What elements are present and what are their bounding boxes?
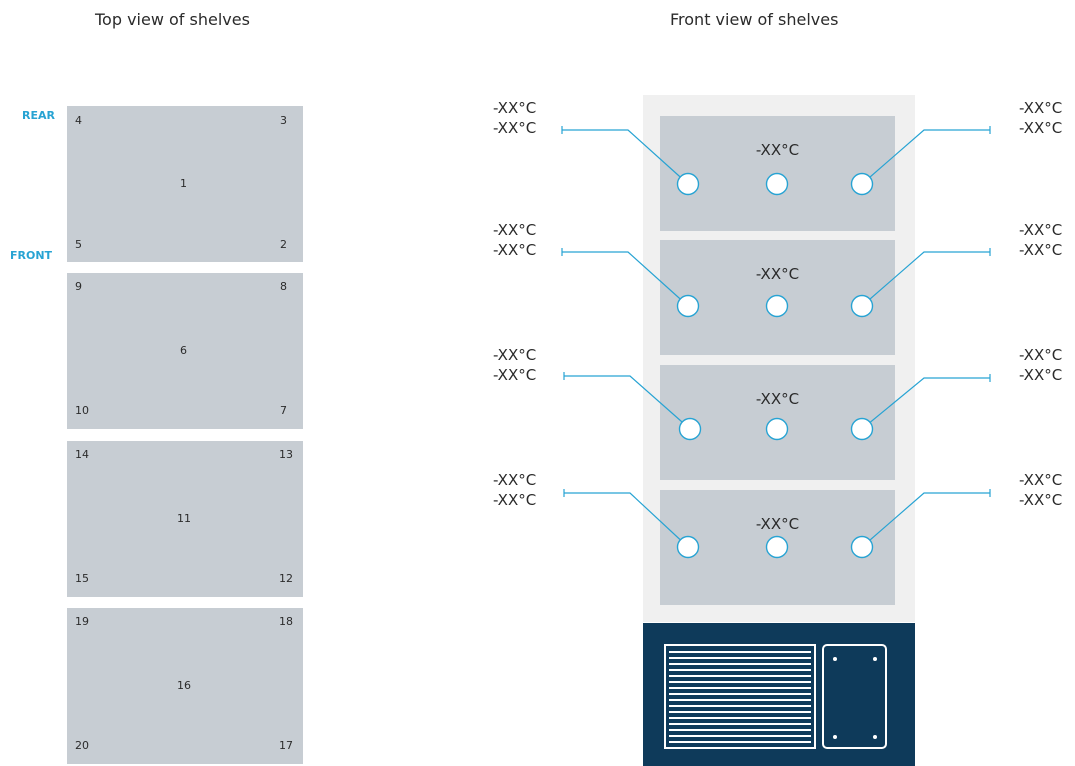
position-number: 11 [177,512,191,525]
front-view-title: Front view of shelves [670,10,839,29]
temp-reading: -XX°C [493,346,537,364]
position-number: 5 [75,238,82,251]
position-number: 4 [75,114,82,127]
position-number: 19 [75,615,89,628]
vent-grille [664,644,816,749]
top-shelf-1: 4 3 1 5 2 [67,106,303,262]
sensor-circle [676,172,700,196]
position-number: 17 [279,739,293,752]
rear-label: REAR [22,109,55,122]
right-temp-label: -XX°C -XX°C [1019,220,1062,260]
leader-line [564,375,691,430]
shelf-center-temp: -XX°C [755,515,800,533]
left-temp-label: -XX°C -XX°C [493,98,536,138]
left-temp-label: -XX°C -XX°C [493,345,536,385]
top-view-title: Top view of shelves [95,10,250,29]
position-number: 3 [280,114,287,127]
position-number: 8 [280,280,287,293]
position-number: 14 [75,448,89,461]
sensor-circle [765,417,789,441]
screw-icon [833,657,837,661]
temp-reading: -XX°C [1019,119,1063,137]
sensor-circle [765,172,789,196]
sensor-circle [850,417,874,441]
sensor-circle [676,535,700,559]
sensor-circle [850,535,874,559]
position-number: 12 [279,572,293,585]
position-number: 1 [180,177,187,190]
shelf-1-sensors [561,126,991,196]
sensor-circle [850,172,874,196]
sensor-circle [765,294,789,318]
shelf-2-sensors [561,248,991,318]
leader-line [562,251,689,307]
sensor-circle [678,417,702,441]
temp-reading: -XX°C [493,99,537,117]
position-number: 2 [280,238,287,251]
temp-reading: -XX°C [1019,221,1063,239]
temp-reading: -XX°C [1019,99,1063,117]
sensor-circle [676,294,700,318]
position-number: 9 [75,280,82,293]
top-shelf-3: 14 13 11 15 12 [67,441,303,597]
right-temp-label: -XX°C -XX°C [1019,98,1062,138]
sensor-circle [850,294,874,318]
position-number: 7 [280,404,287,417]
right-temp-label: -XX°C -XX°C [1019,470,1062,510]
leader-line [861,251,990,307]
screw-icon [833,735,837,739]
position-number: 16 [177,679,191,692]
leader-line [564,492,689,548]
temp-reading: -XX°C [493,221,537,239]
shelf-3-sensors [563,372,991,441]
temp-reading: -XX°C [493,491,537,509]
temp-reading: -XX°C [1019,491,1063,509]
position-number: 13 [279,448,293,461]
leader-line [861,377,990,430]
leader-line [861,129,990,185]
shelf-center-temp: -XX°C [755,141,800,159]
left-temp-label: -XX°C -XX°C [493,470,536,510]
shelf-center-temp: -XX°C [755,265,800,283]
shelf-center-temp: -XX°C [755,390,800,408]
position-number: 18 [279,615,293,628]
temp-reading: -XX°C [493,241,537,259]
temp-reading: -XX°C [493,119,537,137]
screw-icon [873,657,877,661]
temp-reading: -XX°C [1019,471,1063,489]
screw-icon [873,735,877,739]
position-number: 10 [75,404,89,417]
top-shelf-2: 9 8 6 10 7 [67,273,303,429]
sensor-circle [765,535,789,559]
temp-reading: -XX°C [493,471,537,489]
position-number: 15 [75,572,89,585]
leader-line [861,492,990,548]
position-number: 6 [180,344,187,357]
temp-reading: -XX°C [1019,241,1063,259]
position-number: 20 [75,739,89,752]
leader-line [562,129,689,185]
temp-reading: -XX°C [493,366,537,384]
access-panel [822,644,887,749]
shelf-4-sensors [563,489,991,559]
right-temp-label: -XX°C -XX°C [1019,345,1062,385]
front-label: FRONT [10,249,53,262]
left-temp-label: -XX°C -XX°C [493,220,536,260]
top-shelf-4: 19 18 16 20 17 [67,608,303,764]
temp-reading: -XX°C [1019,346,1063,364]
temp-reading: -XX°C [1019,366,1063,384]
